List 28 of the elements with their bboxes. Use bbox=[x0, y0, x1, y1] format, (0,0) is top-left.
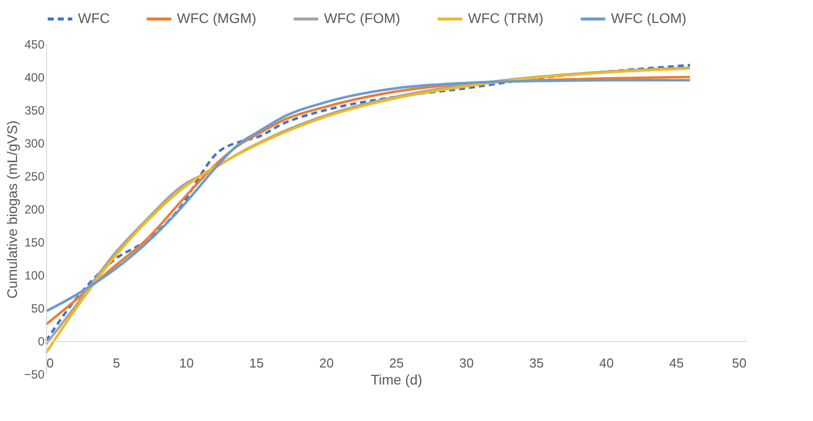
y-tick-label: −50 bbox=[24, 368, 45, 382]
legend-label: WFC (TRM) bbox=[468, 10, 544, 26]
x-axis-title: Time (d) bbox=[370, 372, 422, 388]
y-tick-label: 100 bbox=[24, 268, 45, 282]
x-tick-label: 10 bbox=[179, 356, 194, 370]
y-tick-label: 250 bbox=[24, 170, 45, 184]
y-tick-label: 200 bbox=[24, 202, 45, 216]
y-tick-label: 0 bbox=[38, 334, 45, 348]
x-tick-label: 15 bbox=[249, 356, 264, 370]
x-tick-label: 30 bbox=[459, 356, 474, 370]
legend-label: WFC (MGM) bbox=[177, 10, 256, 26]
y-tick-label: 450 bbox=[24, 38, 45, 52]
x-tick-label: 40 bbox=[599, 356, 614, 370]
y-axis-title: Cumulative biogas (mL/gVS) bbox=[4, 120, 20, 299]
y-tick-label: 50 bbox=[31, 302, 45, 316]
legend-label: WFC bbox=[78, 10, 110, 26]
x-tick-label: 45 bbox=[669, 356, 684, 370]
x-tick-label: 50 bbox=[732, 356, 746, 370]
y-tick-label: 400 bbox=[24, 70, 45, 84]
legend-label: WFC (LOM) bbox=[611, 10, 686, 26]
x-tick-label: 35 bbox=[529, 356, 544, 370]
y-tick-label: 300 bbox=[24, 136, 45, 150]
x-tick-label: 5 bbox=[112, 356, 120, 370]
x-tick-label: 20 bbox=[319, 356, 334, 370]
y-tick-label: 150 bbox=[24, 236, 45, 250]
y-tick-label: 350 bbox=[24, 104, 45, 118]
x-tick-label: 25 bbox=[389, 356, 404, 370]
legend-label: WFC (FOM) bbox=[324, 10, 400, 26]
